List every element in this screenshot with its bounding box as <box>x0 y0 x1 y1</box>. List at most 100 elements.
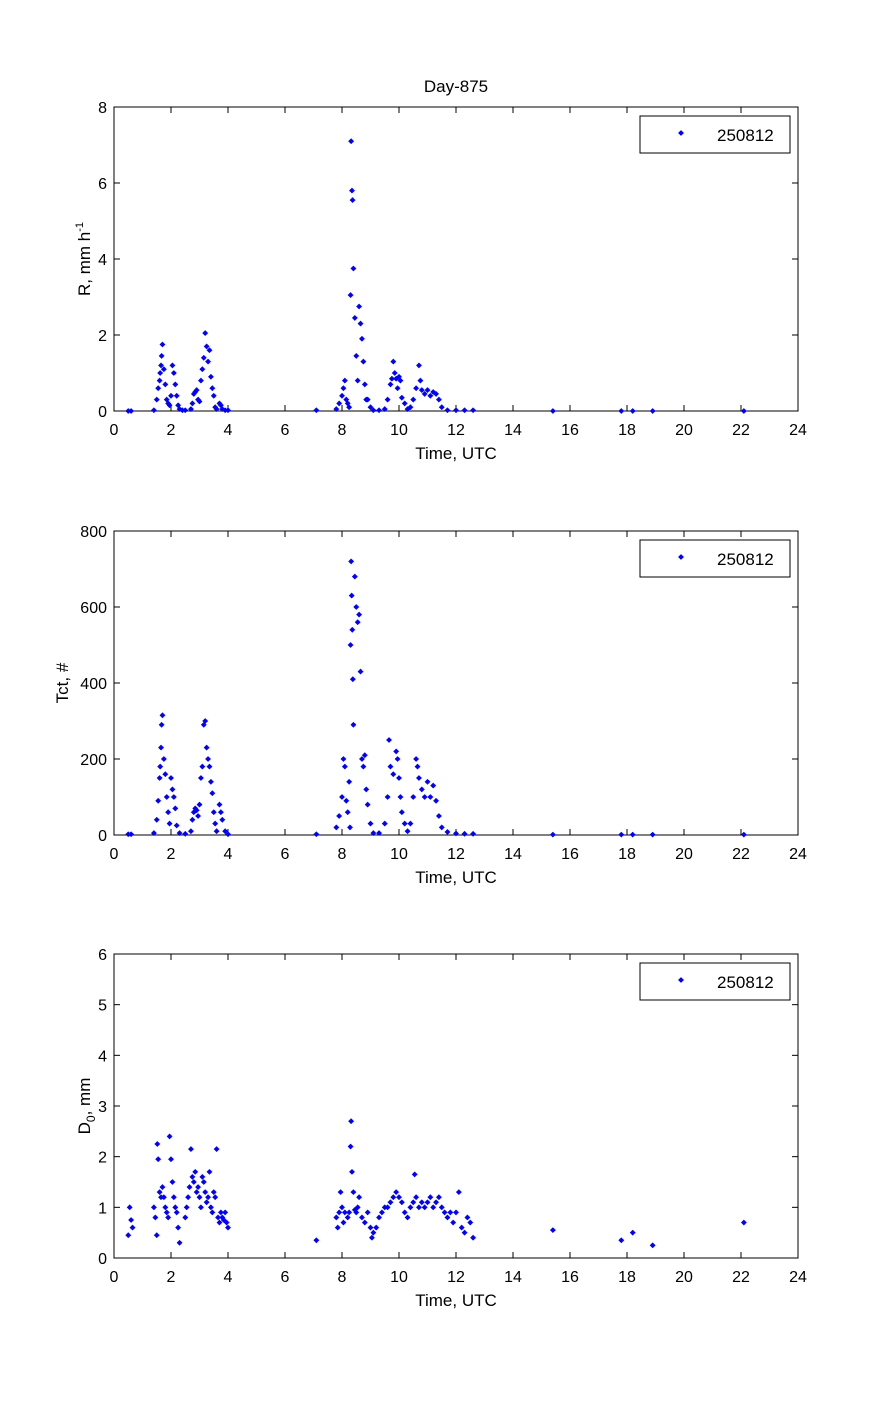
data-point <box>202 330 209 337</box>
data-point <box>387 381 394 388</box>
data-point <box>390 1194 397 1201</box>
y-tick-label: 0 <box>98 404 107 421</box>
x-tick-label: 16 <box>561 422 579 439</box>
data-point <box>387 1199 394 1206</box>
chart-title: Day-875 <box>424 77 488 96</box>
data-point <box>416 1204 422 1211</box>
y-tick-label: 200 <box>80 752 107 769</box>
y-tick-label: 400 <box>80 676 107 693</box>
data-point <box>209 385 216 392</box>
y-axis-label: R, mm h-1 <box>74 222 94 296</box>
data-point <box>387 763 394 770</box>
data-point <box>361 381 368 388</box>
data-point <box>159 712 166 719</box>
data-point <box>344 1214 351 1221</box>
x-tick-label: 14 <box>504 846 522 863</box>
data-point <box>370 407 377 414</box>
data-point <box>378 1209 385 1216</box>
x-tick-label: 0 <box>110 1269 119 1286</box>
legend-marker <box>678 130 684 136</box>
data-point <box>354 1204 361 1211</box>
data-point <box>364 801 371 808</box>
data-point <box>210 1189 217 1196</box>
data-point <box>158 721 165 728</box>
data-point <box>357 668 364 675</box>
plot-area <box>113 106 799 412</box>
data-point <box>200 1179 207 1185</box>
x-tick-label: 16 <box>561 1269 579 1286</box>
data-point <box>150 830 157 837</box>
data-point <box>339 392 345 399</box>
data-point <box>213 828 220 835</box>
data-point <box>350 265 357 272</box>
data-point <box>168 775 174 781</box>
data-point <box>156 775 163 781</box>
data-point <box>430 1204 437 1211</box>
x-tick-label: 10 <box>390 422 408 439</box>
data-point <box>629 408 636 414</box>
data-point <box>373 1224 380 1231</box>
data-point <box>212 820 219 827</box>
data-point <box>629 1229 636 1236</box>
x-tick-label: 6 <box>281 846 290 863</box>
data-point <box>193 1189 200 1196</box>
data-point <box>411 1171 418 1178</box>
x-tick-label: 14 <box>504 1269 522 1286</box>
subplot-2: 0 2 4 6 8 10 12 14 16 18 20 22 240200400600800Time, … <box>53 524 807 887</box>
plot-area <box>113 530 799 836</box>
data-point <box>390 358 397 365</box>
data-point <box>384 396 391 403</box>
data-point <box>370 830 377 837</box>
data-point <box>421 1204 428 1211</box>
x-tick-label: 20 <box>675 1269 693 1286</box>
data-point <box>356 1194 363 1201</box>
data-point <box>359 1214 365 1221</box>
data-point <box>193 807 200 814</box>
data-point <box>183 1204 190 1211</box>
data-point <box>347 1143 354 1150</box>
data-point <box>339 1204 345 1211</box>
data-point <box>203 744 210 751</box>
data-series-250812 <box>125 1118 747 1249</box>
x-tick-label: 14 <box>504 422 522 439</box>
data-point <box>195 813 201 819</box>
data-point <box>162 771 169 778</box>
data-point <box>398 1199 405 1206</box>
data-point <box>207 778 214 785</box>
data-point <box>156 377 163 384</box>
data-point <box>173 392 180 399</box>
y-tick-label: 4 <box>98 1048 107 1065</box>
data-point <box>433 1199 439 1206</box>
y-tick-label: 0 <box>98 828 107 845</box>
data-point <box>407 404 414 411</box>
x-tick-label: 0 <box>110 846 119 863</box>
data-point <box>225 831 231 838</box>
data-point <box>435 396 442 403</box>
data-point <box>360 358 367 365</box>
data-point <box>350 1189 357 1196</box>
data-point <box>453 830 459 837</box>
data-point <box>165 809 172 816</box>
x-tick-label: 24 <box>789 422 807 439</box>
data-point <box>190 1179 197 1185</box>
data-point <box>153 396 160 403</box>
x-tick-label: 16 <box>561 846 579 863</box>
data-point <box>175 1224 182 1231</box>
data-point <box>158 744 164 751</box>
data-point <box>155 385 162 392</box>
data-point <box>404 1214 411 1221</box>
data-point <box>203 1199 210 1206</box>
data-point <box>393 1189 400 1196</box>
data-point <box>210 392 217 399</box>
x-tick-label: 22 <box>732 1269 750 1286</box>
data-point <box>339 794 345 800</box>
data-point <box>202 1189 209 1196</box>
data-point <box>340 1219 347 1226</box>
y-tick-label: 3 <box>98 1099 107 1116</box>
data-point <box>470 407 477 414</box>
data-point <box>173 1209 180 1216</box>
data-point <box>740 408 747 414</box>
data-point <box>430 782 437 789</box>
data-point <box>336 813 343 819</box>
data-point <box>162 381 169 388</box>
